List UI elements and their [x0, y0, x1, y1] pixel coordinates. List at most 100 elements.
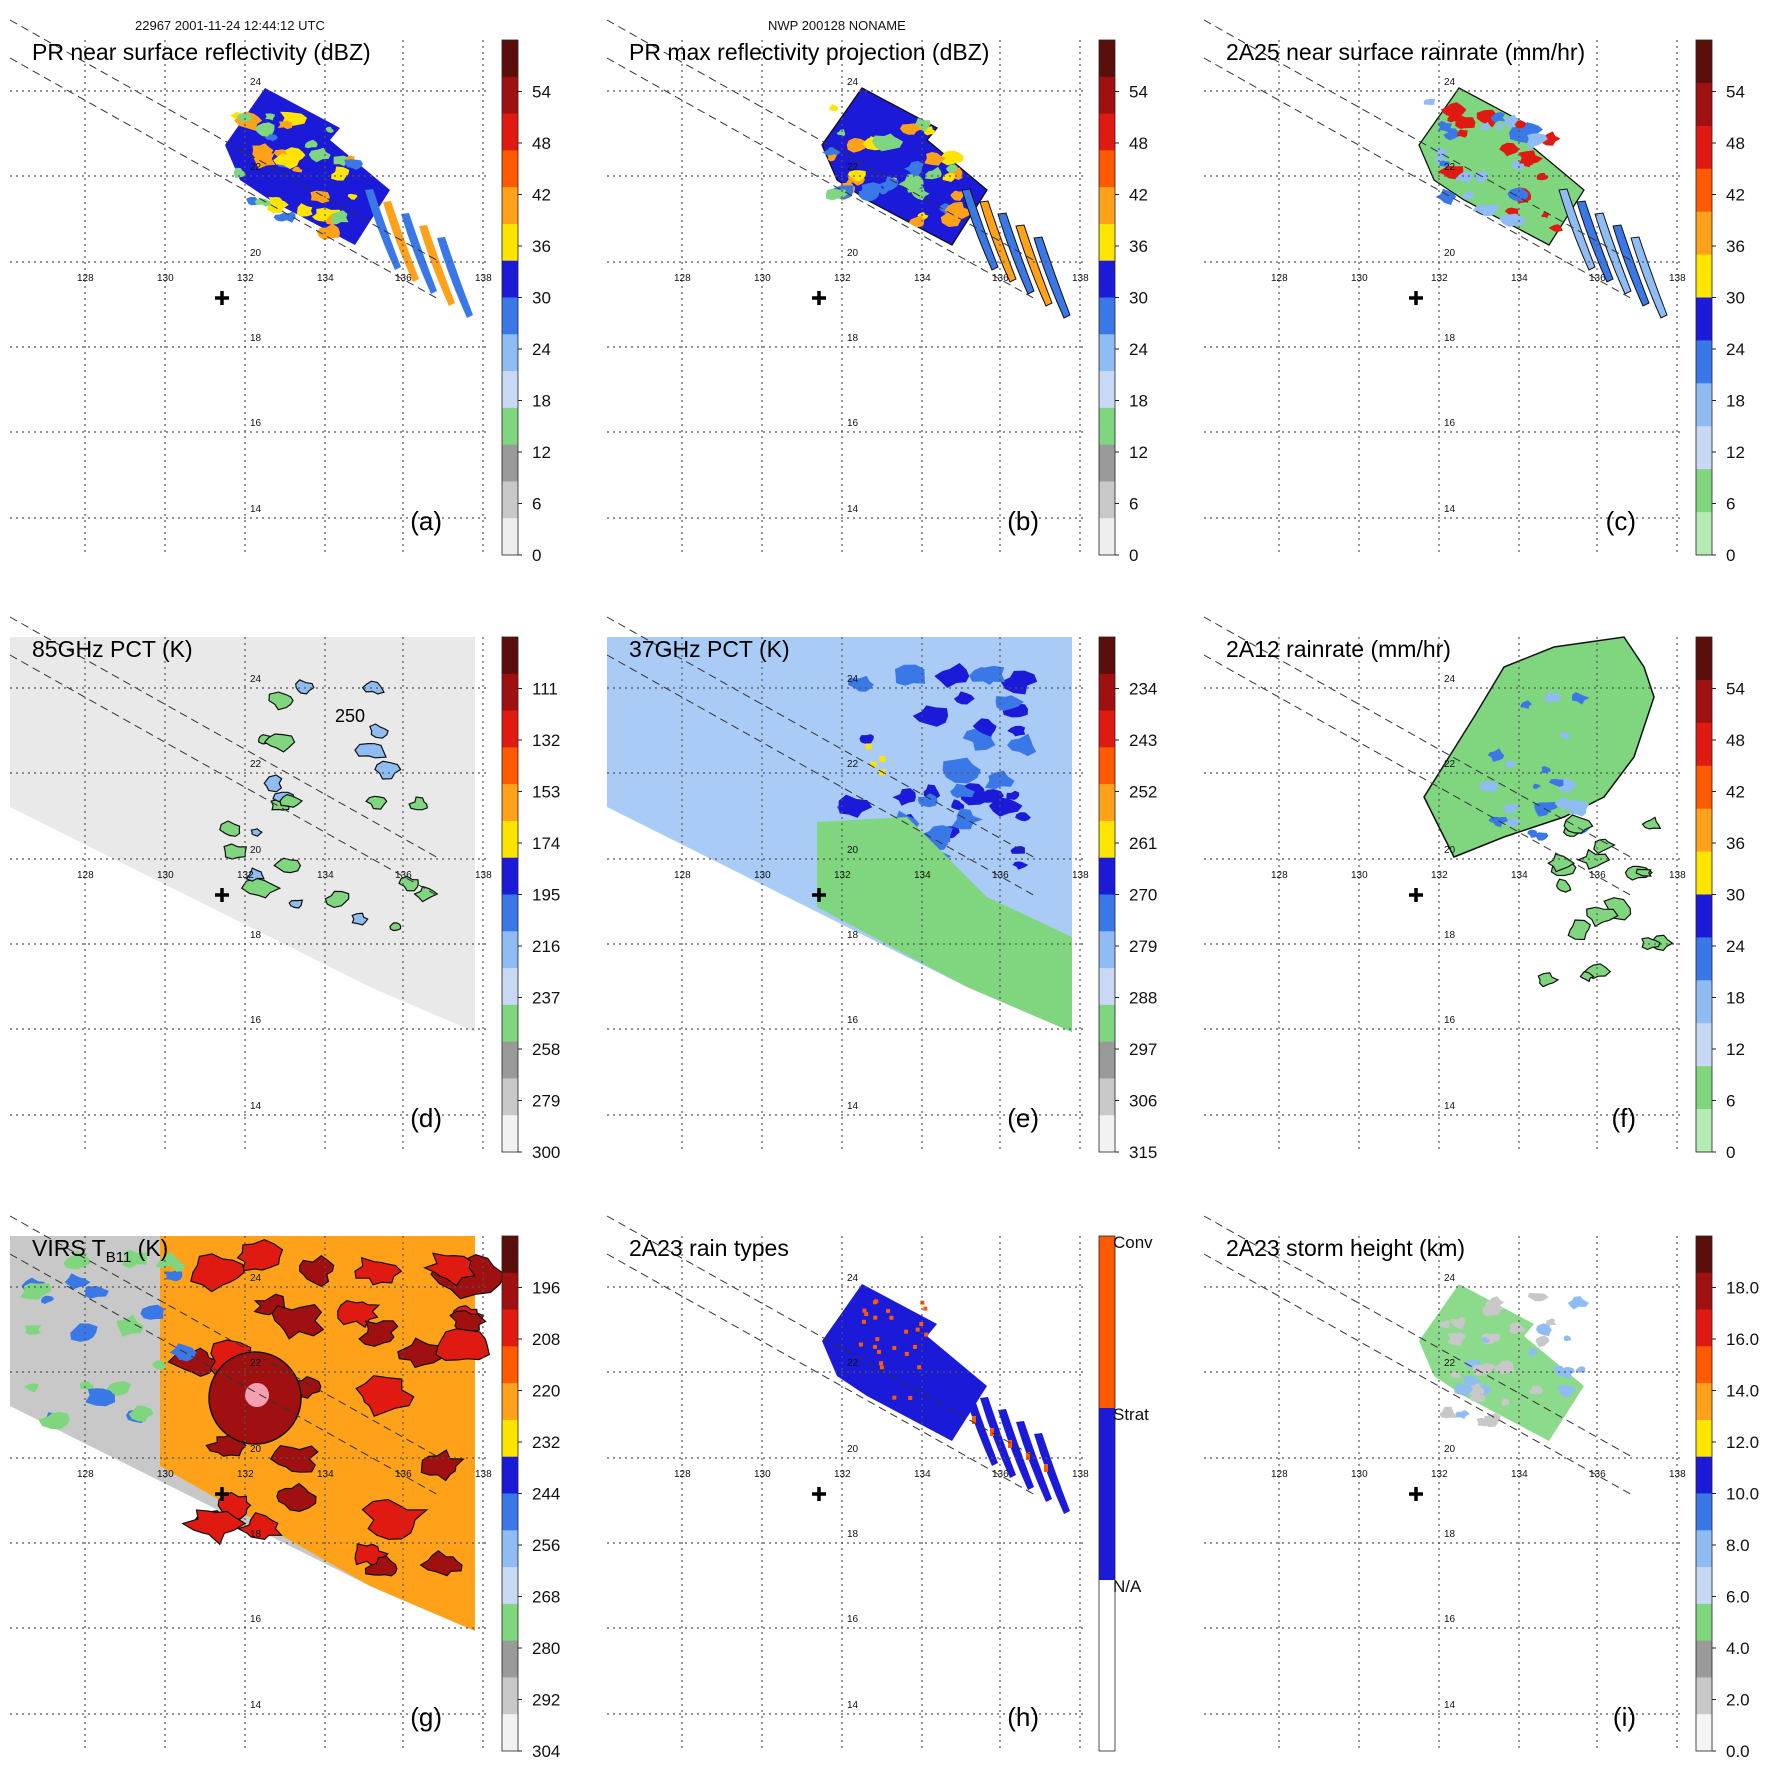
swath-edge — [9, 1253, 441, 1497]
echo-cell — [1556, 1384, 1577, 1398]
colorbar-band — [1696, 168, 1712, 213]
colorbar-label: 216 — [532, 937, 560, 956]
lat-tick-label: 18 — [1444, 333, 1456, 344]
colorbar-band — [1696, 1383, 1712, 1421]
echo-cell — [1440, 102, 1467, 117]
colorbar-band — [1099, 968, 1115, 1006]
echo-cell — [263, 733, 296, 753]
colorbar: 234 243 252 261 270 279 288 297 306 315 — [1098, 636, 1157, 1162]
colorbar-label: 237 — [532, 989, 560, 1008]
colorbar-label: 24 — [1726, 937, 1745, 956]
colorbar-label: 30 — [532, 289, 551, 308]
lon-tick-label: 134 — [914, 1469, 931, 1480]
echo-cell — [316, 207, 343, 225]
echo-cell — [1015, 812, 1031, 822]
convective-pixel — [919, 1322, 924, 1327]
convective-pixel — [892, 1345, 897, 1350]
colorbar-label: 220 — [532, 1382, 560, 1401]
lon-tick-label: 138 — [1669, 273, 1686, 284]
echo-cell — [1576, 848, 1611, 870]
colorbar-band — [1696, 679, 1712, 724]
panel-field-h — [822, 1284, 1070, 1514]
lat-tick-label: 24 — [847, 1273, 859, 1284]
colorbar-band — [1099, 187, 1115, 225]
colorbar-band — [502, 1677, 518, 1715]
colorbar-band — [1099, 407, 1115, 446]
colorbar-label: 268 — [532, 1588, 560, 1607]
echo-cell — [316, 223, 340, 241]
echo-cell — [1540, 766, 1551, 774]
colorbar-band — [502, 40, 518, 78]
lon-tick-label: 134 — [914, 870, 931, 881]
colorbar-band — [502, 1456, 518, 1494]
lon-tick-label: 132 — [834, 870, 851, 881]
echo-cell — [1456, 170, 1475, 184]
colorbar-label: 18 — [532, 392, 551, 411]
echo-cell — [63, 1255, 91, 1270]
echo-cell — [116, 1314, 144, 1337]
colorbar-band — [502, 1236, 518, 1274]
panel-letter: (b) — [1007, 506, 1039, 536]
echo-cell — [1507, 187, 1529, 202]
rain-band — [383, 201, 419, 282]
lat-tick-label: 20 — [847, 248, 859, 259]
colorbar-band — [502, 444, 518, 482]
echo-cell — [1523, 161, 1534, 168]
echo-cell — [836, 129, 846, 137]
echo-cell — [1462, 190, 1474, 200]
colorbar-label: 258 — [532, 1040, 560, 1059]
colorbar-label: 10.0 — [1726, 1485, 1759, 1504]
storm-center-marker — [812, 888, 826, 902]
colorbar-band — [1099, 481, 1115, 519]
lat-tick-label: 16 — [1444, 418, 1456, 429]
colorbar-band — [502, 1640, 518, 1678]
panel-title: 2A25 near surface rainrate (mm/hr) — [1226, 39, 1585, 65]
convective-pixel — [912, 1344, 917, 1349]
echo-cell — [1450, 1316, 1466, 1330]
rain-band — [979, 200, 1017, 283]
lat-tick-label: 22 — [250, 1358, 262, 1369]
colorbar-band — [1099, 518, 1115, 556]
storm-center-marker — [215, 291, 229, 305]
colorbar-band — [502, 113, 518, 151]
lon-tick-label: 138 — [1072, 1469, 1089, 1480]
lon-tick-label: 130 — [754, 870, 771, 881]
colorbar-label: 132 — [532, 731, 560, 750]
echo-cell — [1569, 800, 1590, 817]
swath-edge — [1203, 616, 1635, 860]
echo-cell — [1476, 1417, 1491, 1427]
colorbar-label: 304 — [532, 1742, 560, 1761]
lat-tick-label: 16 — [1444, 1015, 1456, 1026]
echo-cell — [273, 212, 288, 222]
convective-pixel — [923, 1306, 928, 1311]
echo-cell — [64, 1273, 91, 1290]
echo-cell — [1503, 804, 1519, 815]
colorbar-label: 0.0 — [1726, 1742, 1750, 1761]
echo-cell — [995, 695, 1024, 711]
colorbar-band — [1696, 82, 1712, 127]
lon-tick-label: 132 — [834, 1469, 851, 1480]
echo-cell — [1467, 1382, 1485, 1396]
colorbar-band — [502, 747, 518, 785]
colorbar-band — [502, 1383, 518, 1421]
colorbar-band — [1696, 1309, 1712, 1347]
echo-cell — [860, 182, 883, 199]
echo-cell — [361, 680, 385, 695]
echo-cell — [20, 1283, 52, 1300]
echo-cell — [330, 210, 349, 225]
colorbar: 54 48 42 36 30 24 18 12 6 0 — [501, 39, 551, 565]
echo-cell — [304, 139, 318, 149]
echo-cell — [1528, 1293, 1549, 1302]
lat-tick-label: 22 — [847, 759, 859, 770]
lon-tick-label: 136 — [395, 1469, 412, 1480]
echo-cell — [1499, 213, 1526, 227]
echo-cell — [1480, 121, 1491, 130]
echo-cell — [899, 123, 923, 135]
echo-cell — [924, 152, 946, 166]
echo-cell — [122, 1249, 147, 1269]
panel-title: 37GHz PCT (K) — [629, 636, 790, 662]
colorbar-band — [1099, 857, 1115, 895]
colorbar-band — [502, 637, 518, 675]
panel-field-i — [1419, 1284, 1589, 1441]
echo-cell — [267, 199, 289, 213]
